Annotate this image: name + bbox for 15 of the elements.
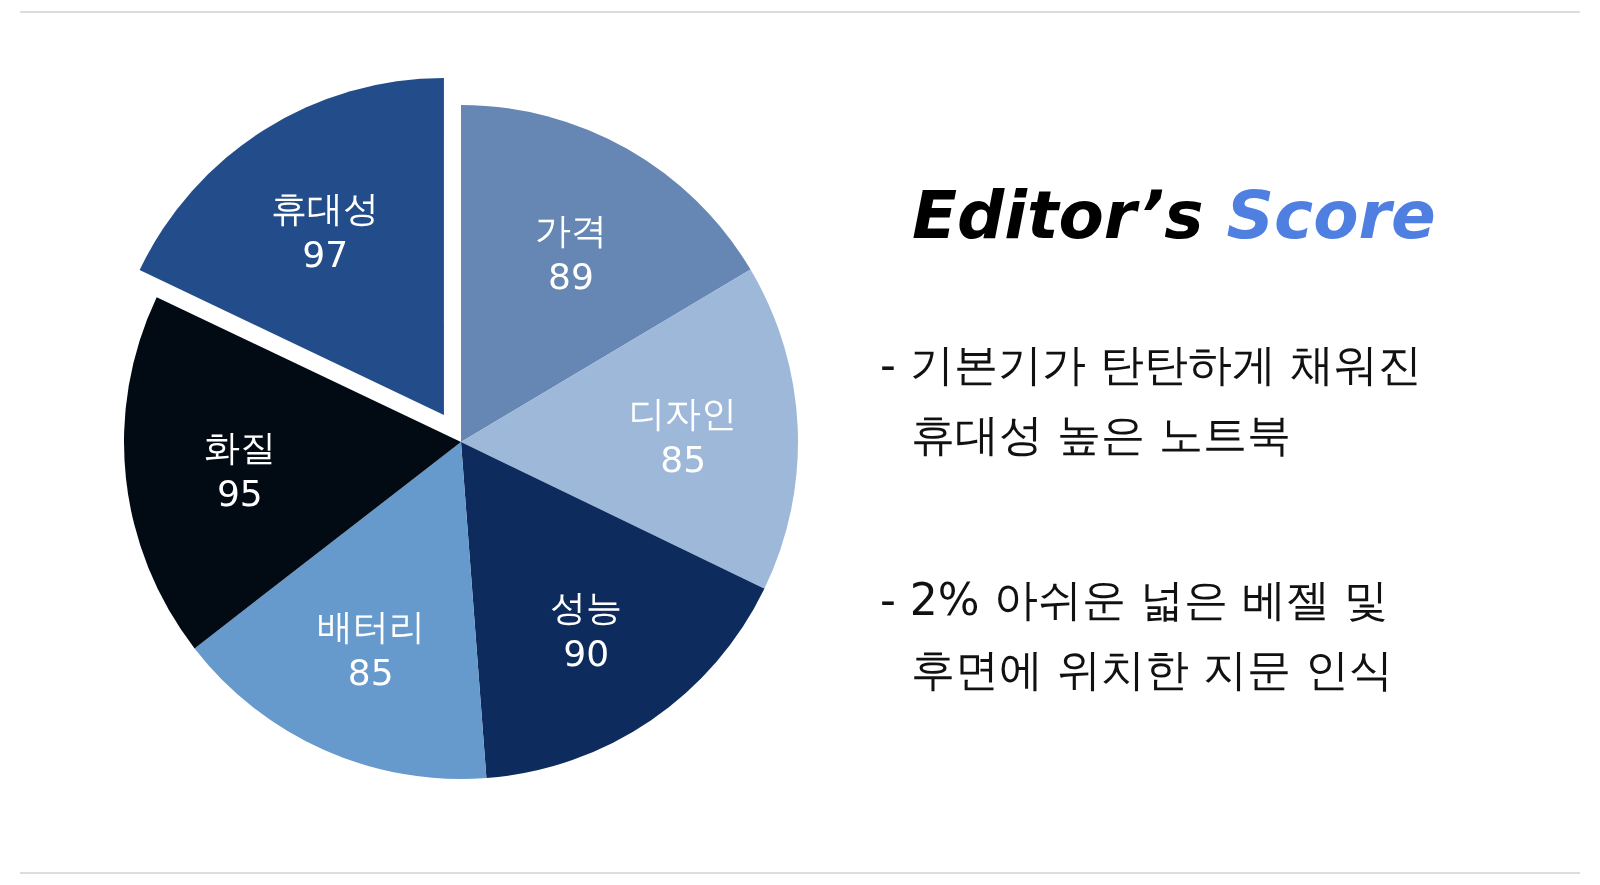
text: Editor’s Score	[912, 177, 1436, 254]
data-label: 89	[548, 255, 594, 297]
slice-label: 배터리	[316, 606, 425, 648]
text: - 2% 아쉬운 넓은 베젤 및 후면에 위치한 지문 인식	[880, 574, 1393, 695]
data-label: 90	[563, 632, 610, 674]
data-label: 97	[302, 233, 349, 275]
text: - 기본기가 탄탄하게 채워진 휴대성 높은 노트북	[880, 339, 1422, 460]
slice-label: 휴대성	[271, 187, 380, 229]
slice-label: 가격	[534, 209, 607, 251]
data-label: 85	[660, 439, 707, 481]
slice-label: 디자인	[629, 393, 738, 435]
data-label: 85	[347, 652, 394, 694]
slice-label: 성능	[550, 586, 623, 628]
data-label: 95	[216, 472, 263, 514]
slice-label: 화질	[203, 426, 276, 468]
